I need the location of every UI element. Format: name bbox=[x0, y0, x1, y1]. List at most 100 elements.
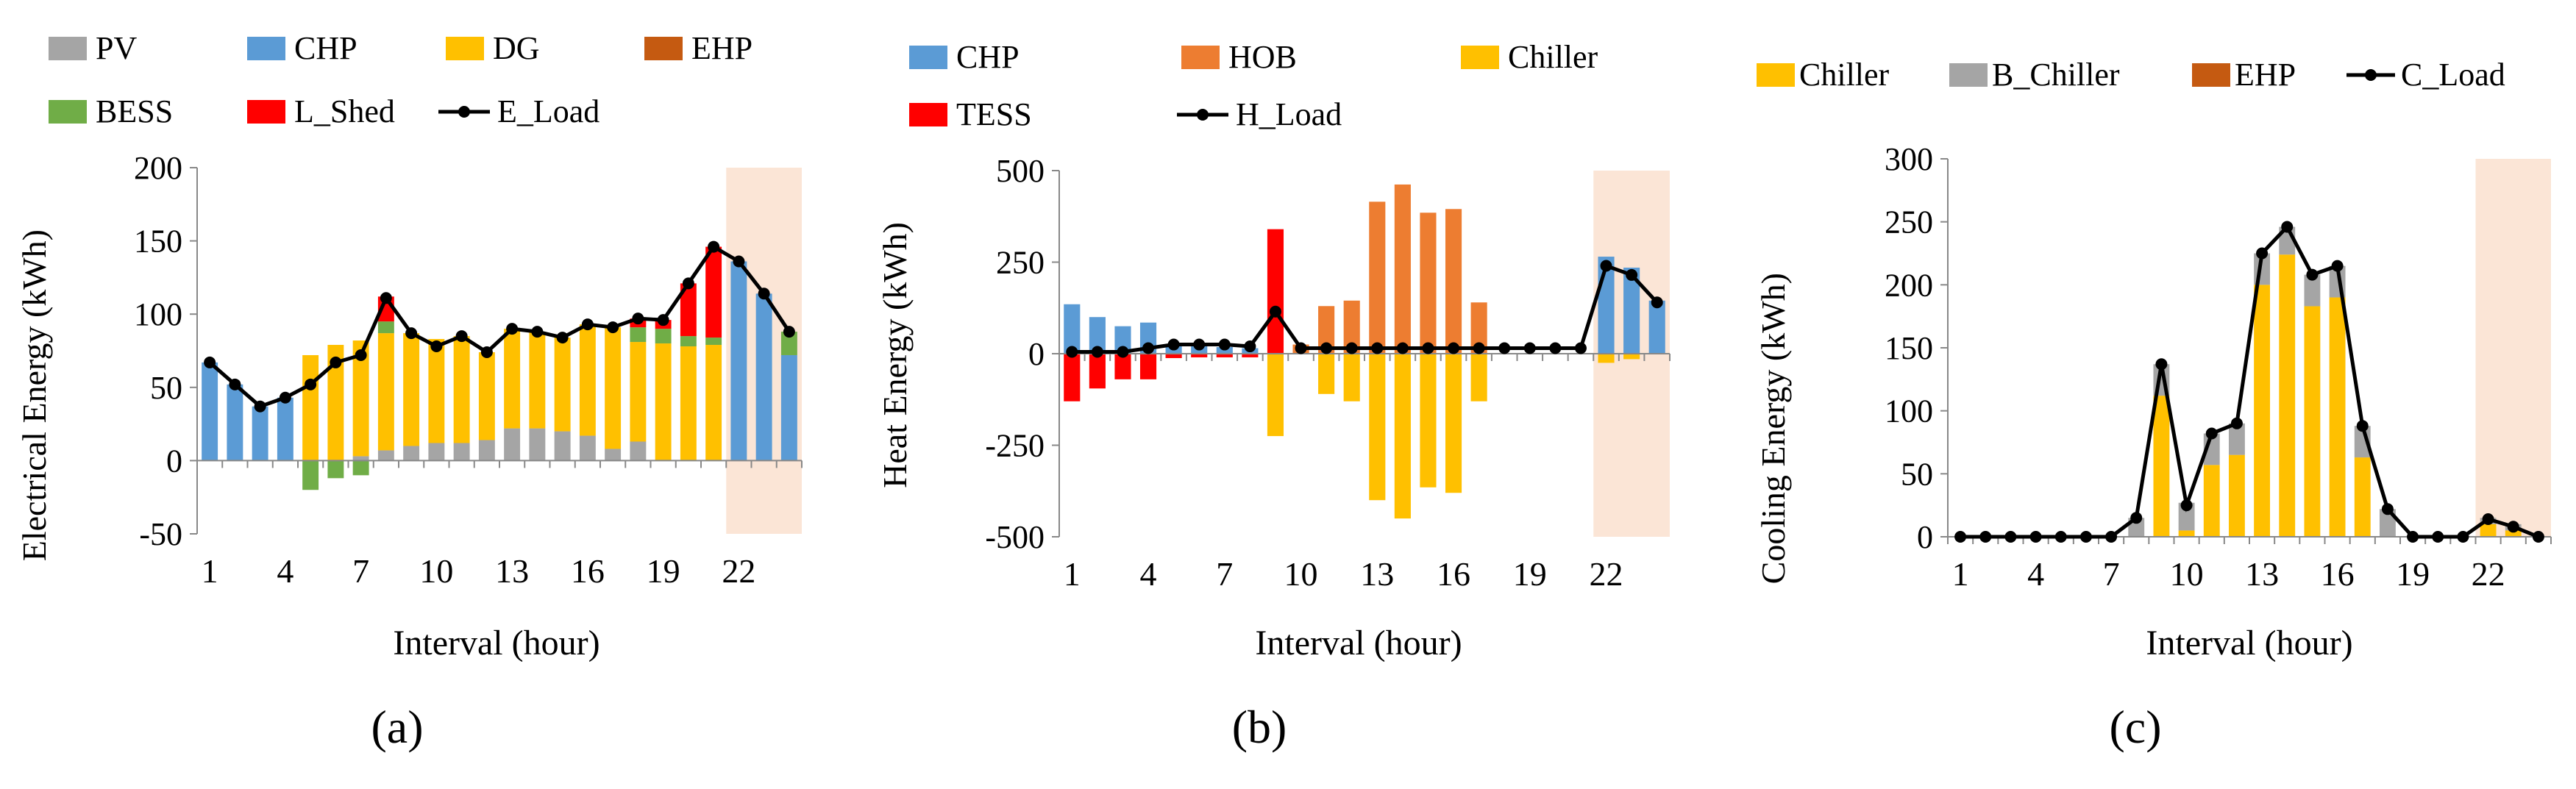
bar-b-chiller bbox=[2304, 274, 2321, 307]
point-c-load bbox=[1954, 531, 1967, 543]
x-tick-label: 4 bbox=[1140, 555, 1157, 593]
point-e-load bbox=[783, 326, 795, 338]
bar-dg bbox=[302, 354, 319, 461]
x-tick-label: 1 bbox=[202, 552, 218, 590]
x-tick-label: 16 bbox=[1437, 555, 1470, 593]
bar-hob bbox=[1420, 213, 1437, 354]
bar-chp bbox=[1623, 267, 1640, 354]
panel-b-heat: CHP HOB Chiller TESS H_Load -500 -250 0 250… bbox=[876, 39, 1671, 753]
legend-label-pv: PV bbox=[96, 30, 137, 66]
x-tick-label: 13 bbox=[2245, 555, 2279, 593]
legend-label-hob: HOB bbox=[1228, 39, 1297, 75]
bar-pv bbox=[453, 443, 470, 461]
bar-chiller bbox=[1420, 354, 1437, 488]
plot-area-c: 0 50 100 150 200 250 300 1 4 7 10 13 16 19 22 bbox=[1885, 141, 2552, 593]
point-c-load bbox=[2230, 417, 2243, 429]
point-e-load bbox=[305, 378, 317, 390]
bar-pv bbox=[630, 441, 647, 461]
point-h-load bbox=[1193, 338, 1206, 351]
x-tick-label: 7 bbox=[1216, 555, 1233, 593]
bar-pv bbox=[579, 435, 596, 461]
point-c-load bbox=[2256, 247, 2269, 260]
bar-hob bbox=[1343, 300, 1360, 354]
bar-bess bbox=[327, 460, 344, 479]
bar-pv bbox=[428, 443, 445, 461]
bar-pv bbox=[478, 440, 495, 461]
legend-label-ehp: EHP bbox=[691, 30, 752, 66]
bar-chp bbox=[730, 261, 747, 461]
bar-hob bbox=[1470, 302, 1487, 354]
point-c-load bbox=[2356, 420, 2369, 432]
bar-dg bbox=[579, 324, 596, 436]
point-e-load bbox=[758, 288, 770, 300]
point-c-load bbox=[2155, 358, 2168, 371]
bar-dg bbox=[478, 351, 495, 440]
point-h-load bbox=[1549, 342, 1562, 354]
bar-tess bbox=[1064, 354, 1081, 401]
legend-label-dg: DG bbox=[493, 30, 540, 66]
bar-dg bbox=[680, 346, 697, 461]
legend-label-ehp-c: EHP bbox=[2235, 57, 2296, 93]
bar-pv bbox=[605, 449, 622, 461]
point-c-load bbox=[2281, 221, 2294, 233]
legend-label-l-shed: L_Shed bbox=[294, 93, 395, 129]
bar-bess bbox=[655, 329, 672, 344]
point-h-load bbox=[1066, 346, 1078, 358]
point-e-load bbox=[632, 313, 644, 325]
point-c-load bbox=[2381, 503, 2394, 515]
point-h-load bbox=[1523, 342, 1536, 354]
bar-chiller bbox=[1318, 354, 1335, 394]
legend-swatch-pv bbox=[49, 37, 87, 60]
x-axis-label-a: Interval (hour) bbox=[393, 624, 599, 663]
bar-dg bbox=[377, 333, 394, 451]
y-tick-label: -50 bbox=[139, 516, 182, 552]
point-h-load bbox=[1422, 342, 1434, 354]
point-c-load bbox=[2054, 531, 2067, 543]
point-c-load bbox=[2532, 531, 2544, 543]
bar-chiller bbox=[1445, 354, 1462, 493]
bar-bess bbox=[352, 460, 369, 476]
bar-bess bbox=[780, 332, 797, 355]
bar-hob bbox=[1369, 201, 1386, 354]
point-c-load bbox=[2205, 427, 2218, 440]
point-h-load bbox=[1574, 342, 1587, 354]
bar-dg bbox=[630, 342, 647, 442]
point-e-load bbox=[330, 356, 342, 368]
bar-hob bbox=[1445, 209, 1462, 354]
point-e-load bbox=[480, 346, 493, 358]
legend-swatch-dg bbox=[446, 37, 484, 60]
point-e-load bbox=[556, 332, 569, 344]
y-tick-label: 50 bbox=[1901, 456, 1933, 492]
highlight-region bbox=[2475, 159, 2551, 537]
point-e-load bbox=[229, 378, 241, 390]
x-tick-label: 13 bbox=[495, 552, 529, 590]
bar-chiller bbox=[1623, 354, 1640, 360]
y-tick-label: 250 bbox=[996, 245, 1045, 281]
legend-label-chp: CHP bbox=[294, 30, 357, 66]
legend-swatch-b-chiller bbox=[1949, 63, 1988, 87]
point-e-load bbox=[355, 349, 367, 361]
point-h-load bbox=[1142, 342, 1155, 354]
point-c-load bbox=[2180, 499, 2193, 512]
bar-hob bbox=[1394, 184, 1411, 354]
x-tick-label: 7 bbox=[2103, 555, 2120, 593]
x-tick-label: 10 bbox=[419, 552, 453, 590]
y-tick-label: 500 bbox=[996, 153, 1045, 189]
point-h-load bbox=[1600, 260, 1612, 272]
legend-label-b-chiller: B_Chiller bbox=[1992, 57, 2120, 93]
x-axis-label-b: Interval (hour) bbox=[1255, 624, 1462, 663]
bar-tess bbox=[1139, 354, 1157, 379]
bar-chiller bbox=[2178, 530, 2195, 537]
point-c-load bbox=[2105, 531, 2118, 543]
legend-marker-h-load bbox=[1197, 109, 1209, 121]
y-tick-label: 150 bbox=[134, 224, 182, 260]
bar-tess bbox=[1114, 354, 1131, 379]
x-tick-label: 1 bbox=[1064, 555, 1081, 593]
legend-label-e-load: E_Load bbox=[497, 93, 599, 129]
bar-pv bbox=[352, 456, 369, 461]
bar-dg bbox=[554, 338, 571, 432]
bar-l-shed bbox=[705, 246, 722, 338]
bar-b-chiller bbox=[2178, 502, 2195, 531]
bar-bess bbox=[377, 321, 394, 334]
point-h-load bbox=[1295, 342, 1307, 354]
